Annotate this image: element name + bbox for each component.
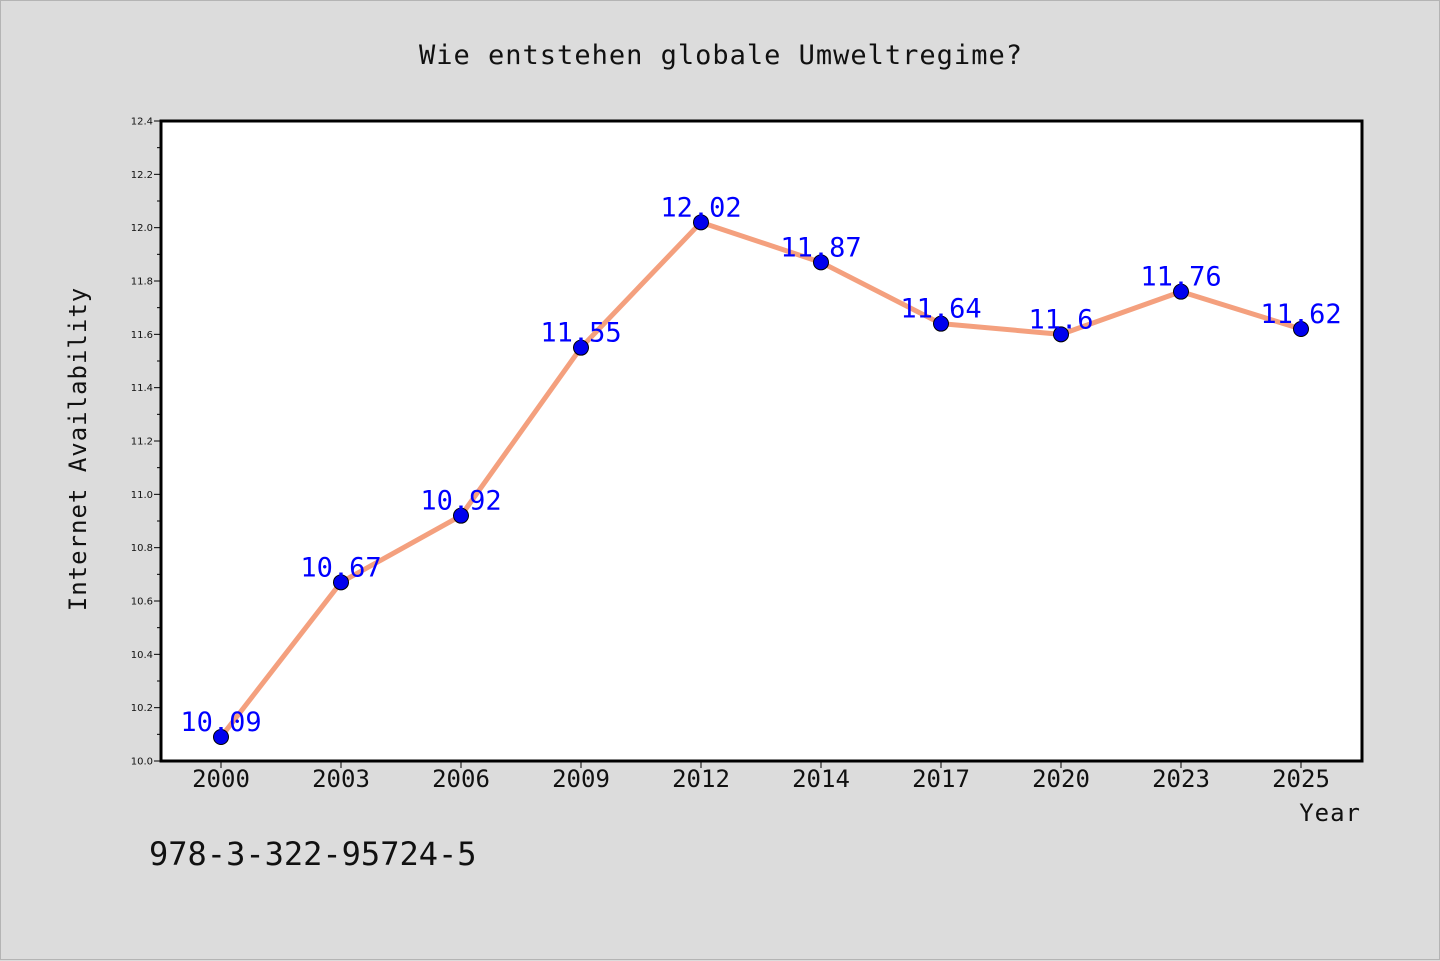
data-label: 11.76 xyxy=(1140,262,1221,293)
y-tick-label: 11.2 xyxy=(131,437,153,448)
data-point xyxy=(213,729,229,745)
plot-area xyxy=(159,119,1364,763)
x-tick-label: 2023 xyxy=(1152,765,1210,793)
data-point xyxy=(1053,326,1069,343)
isbn-text: 978-3-322-95724-5 xyxy=(149,835,477,873)
y-tick-label: 12.2 xyxy=(131,170,153,181)
y-tick-label: 11.0 xyxy=(131,490,153,501)
x-tick-label: 2009 xyxy=(552,765,610,793)
data-point xyxy=(1293,321,1309,337)
data-label: 12.02 xyxy=(660,192,741,223)
x-tick-label: 2003 xyxy=(312,765,370,793)
x-axis: 2000 2003 2006 2009 2012 2014 2017 2020 2023 2025 xyxy=(192,761,1330,793)
x-tick-label: 2000 xyxy=(192,765,250,793)
chart-title: Wie entstehen globale Umweltregime? xyxy=(419,40,1023,71)
data-point xyxy=(693,214,709,231)
y-tick-label: 10.8 xyxy=(131,543,153,554)
data-label: 11.62 xyxy=(1260,299,1341,330)
x-tick-label: 2012 xyxy=(672,765,730,793)
data-point xyxy=(933,315,949,332)
y-axis: 10.0 10.2 10.4 10.6 10.8 11.0 11.2 11.4 11.6 11.8… xyxy=(131,117,161,768)
y-tick-label: 10.6 xyxy=(131,597,153,608)
x-axis-label: Year xyxy=(1299,799,1361,827)
y-tick-label: 11.6 xyxy=(131,330,153,341)
data-point xyxy=(453,507,469,524)
y-tick-label: 10.4 xyxy=(131,650,153,661)
x-tick-label: 2014 xyxy=(792,765,850,793)
x-tick-label: 2006 xyxy=(432,765,490,793)
data-label: 10.09 xyxy=(180,707,261,738)
data-point xyxy=(1173,283,1189,300)
y-axis-label: Internet Availability xyxy=(64,287,92,611)
data-labels: 10.09 10.67 10.92 11.55 12.02 11.87 11.64 11.6 1… xyxy=(180,192,1341,738)
x-tick-label: 2020 xyxy=(1032,765,1090,793)
data-label: 11.55 xyxy=(540,318,621,349)
data-label: 10.92 xyxy=(420,486,501,517)
data-label: 10.67 xyxy=(300,552,381,583)
data-label: 11.64 xyxy=(900,294,981,325)
series-markers xyxy=(213,214,1309,745)
data-point xyxy=(333,574,349,591)
data-point xyxy=(813,254,829,271)
y-tick-label: 12.4 xyxy=(131,117,153,128)
y-tick-label: 12.0 xyxy=(131,223,153,234)
series-line xyxy=(218,219,1304,740)
x-tick-label: 2025 xyxy=(1272,765,1330,793)
data-label: 11.87 xyxy=(780,232,861,263)
data-point xyxy=(573,339,589,356)
y-tick-label: 10.2 xyxy=(131,703,153,714)
data-label: 11.6 xyxy=(1028,304,1093,335)
x-tick-label: 2017 xyxy=(912,765,970,793)
y-tick-label: 11.8 xyxy=(131,277,153,288)
y-tick-label: 11.4 xyxy=(131,383,153,394)
series-line-group xyxy=(218,219,1304,740)
y-tick-label: 10.0 xyxy=(131,757,153,768)
